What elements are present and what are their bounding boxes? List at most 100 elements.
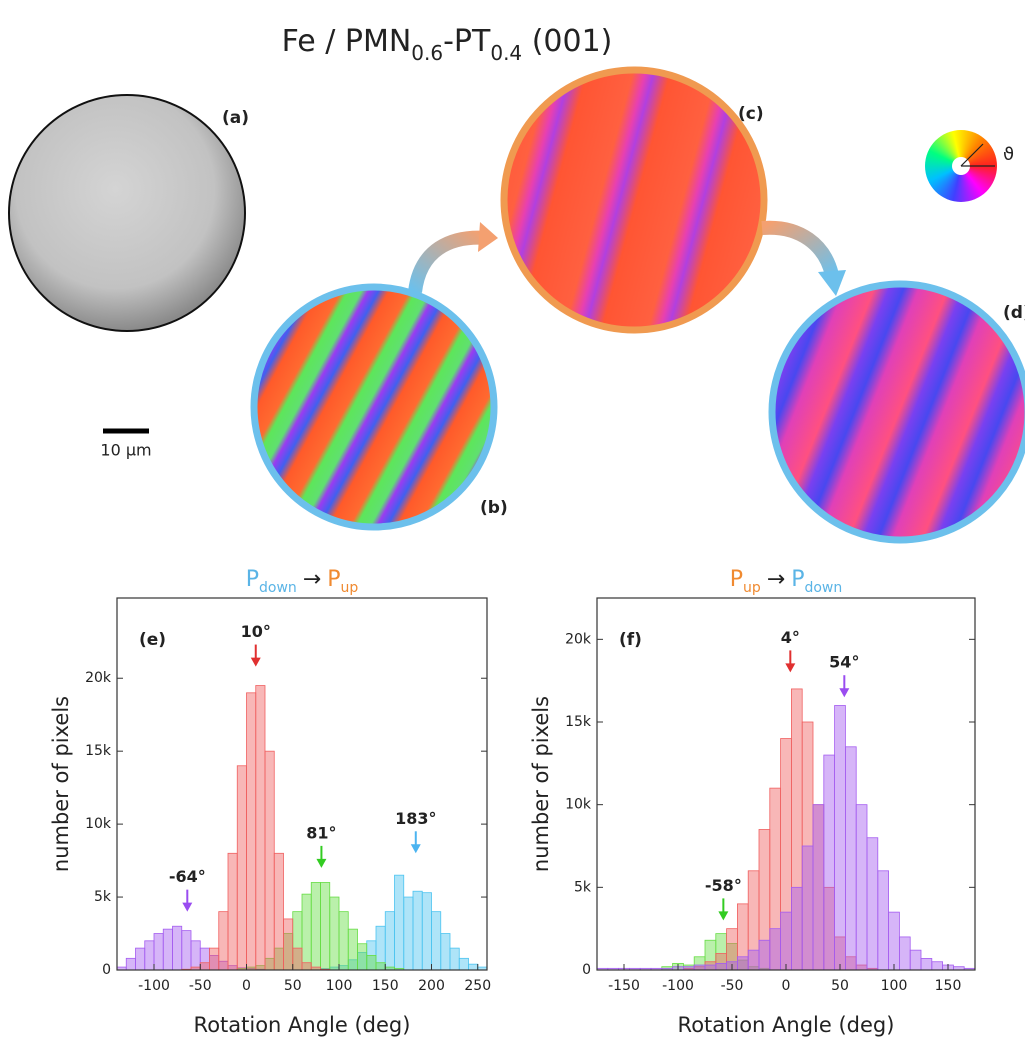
x-tick-label: 100 [881, 978, 908, 994]
title-part: (001) [522, 24, 612, 59]
histogram-bar [704, 964, 717, 970]
x-tick-label: 150 [935, 978, 962, 994]
histogram-bar [791, 886, 803, 970]
panel-label: (a) [222, 108, 249, 128]
histogram-bar [255, 685, 266, 970]
histogram-bar [320, 882, 331, 970]
histogram-bar [273, 852, 284, 970]
histogram-bar [963, 967, 975, 970]
title-part: Fe / PMN [282, 24, 412, 59]
title-part: up [341, 580, 359, 596]
histogram-bar [144, 940, 155, 970]
histogram-bar [877, 870, 889, 970]
histogram-bar [264, 750, 275, 970]
image-b [250, 283, 498, 531]
annotation-label: -64° [169, 867, 206, 886]
panel-label: (b) [480, 498, 508, 518]
title-part: down [804, 580, 842, 596]
histogram-bar [468, 963, 479, 970]
annotation-label: -58° [705, 876, 742, 895]
histogram-bar [780, 911, 792, 970]
histogram-bar [394, 874, 405, 970]
y-axis-label: number of pixels [49, 696, 73, 872]
angle-symbol: ϑ [1003, 144, 1014, 165]
x-tick-label: 200 [418, 978, 445, 994]
histogram-bar [737, 956, 749, 970]
annotation-arrowhead [182, 902, 193, 912]
histogram-bar [909, 949, 922, 970]
histogram-bar [209, 947, 220, 970]
histogram-bar [403, 896, 414, 970]
arrowhead [478, 222, 498, 252]
histogram-bar [357, 943, 368, 970]
annotation-label: 10° [241, 622, 271, 641]
histogram-bar [899, 936, 911, 970]
histogram-bar [458, 957, 469, 970]
annotation-label: 4° [781, 628, 800, 647]
histogram-bar [181, 930, 192, 970]
x-tick-label: -150 [608, 978, 640, 994]
histogram-bar [747, 949, 760, 970]
x-tick-label: -50 [189, 978, 212, 994]
annotation-label: 183° [395, 809, 436, 828]
panel-label: (c) [738, 104, 764, 124]
annotation-label: 54° [829, 653, 859, 672]
histogram-bar [812, 804, 825, 970]
histogram-bar [823, 754, 835, 970]
y-tick-label: 0 [102, 962, 111, 978]
histogram-bar [769, 928, 781, 970]
annotation-arrowhead [250, 657, 261, 667]
title-part: P [730, 567, 743, 592]
title-part: → [303, 567, 321, 592]
color-wheel [925, 130, 997, 202]
title-part: P [791, 567, 804, 592]
histogram-bar [172, 925, 183, 970]
histogram-bar [834, 705, 846, 970]
histogram-bar [758, 939, 771, 970]
histogram-bar [153, 933, 164, 970]
histogram-bar [227, 852, 238, 970]
x-tick-label: -50 [721, 978, 744, 994]
y-tick-label: 5k [94, 889, 112, 905]
histogram-bar [218, 911, 229, 970]
title-part: 0.4 [490, 41, 522, 65]
histogram-bar [375, 962, 386, 970]
histogram-bar [283, 918, 294, 970]
histogram-bar [440, 933, 451, 970]
histogram-bar [394, 968, 405, 970]
histogram-bar [431, 911, 442, 970]
y-tick-label: 5k [574, 879, 592, 895]
y-axis-label: number of pixels [529, 696, 553, 872]
histogram-bar [338, 911, 349, 970]
histogram-bar [888, 911, 900, 970]
histogram-bar [931, 961, 943, 970]
arrowhead [818, 270, 846, 296]
panel-label: (d) [1003, 303, 1025, 323]
image-a [8, 94, 246, 332]
x-tick-label: 250 [464, 978, 491, 994]
chart-title: Pdown → Pup [246, 567, 359, 596]
annotation-arrowhead [410, 844, 421, 854]
image-d [768, 280, 1025, 544]
histogram-bar [190, 940, 201, 970]
x-tick-label: -100 [138, 978, 170, 994]
histogram-bar [329, 896, 340, 970]
histogram-bar [845, 746, 857, 970]
x-tick-label: 0 [782, 978, 791, 994]
y-tick-label: 0 [582, 962, 591, 978]
title-part: -PT [443, 24, 491, 59]
x-tick-label: 50 [284, 978, 302, 994]
bars [117, 685, 487, 970]
histogram-bar [162, 928, 173, 970]
histogram-bar [449, 947, 460, 970]
x-tick-label: -100 [662, 978, 694, 994]
histogram-bar [301, 893, 312, 970]
y-tick-label: 10k [565, 797, 592, 813]
chart-title: Pup → Pdown [730, 567, 843, 596]
figure-title: Fe / PMN0.6-PT0.4 (001) [282, 24, 613, 65]
histogram-bar [412, 890, 423, 970]
annotation-arrowhead [785, 663, 796, 673]
title-part: 0.6 [411, 41, 443, 65]
panel-label: (e) [139, 630, 166, 650]
y-tick-label: 20k [85, 670, 112, 686]
